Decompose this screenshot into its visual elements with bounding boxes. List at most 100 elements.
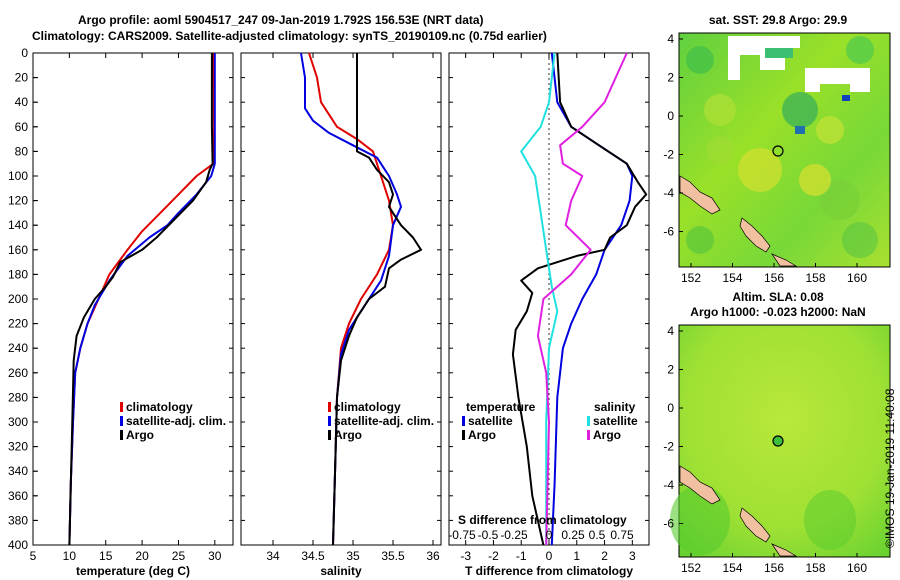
sst-cell (820, 180, 860, 220)
legend-label-climatology: climatology (334, 400, 401, 414)
sst-cell (816, 116, 844, 144)
land-solomons (771, 253, 798, 267)
x-tick-label: 35 (346, 549, 360, 563)
sst-cell (846, 36, 874, 64)
temperature-plot: 5 10 15 20 25 30 (30, 52, 233, 563)
legend-swatch-climatology (120, 402, 123, 412)
legend-swatch-satellite (328, 416, 331, 426)
series-line-satellite-adj-clim- (68, 53, 216, 546)
map-x-tick-label: 156 (764, 561, 784, 575)
temperature-panel (32, 52, 234, 546)
legend-label-argo: Argo (334, 428, 362, 442)
depth-tick-label: 20 (15, 71, 29, 85)
sst-cell (842, 95, 850, 101)
sla-map-subtitle: Argo h1000: -0.023 h2000: NaN (690, 305, 865, 319)
salinity-plot: 34 34.5 35 35.5 36 (241, 52, 441, 563)
x-tick-label: 2 (601, 549, 608, 563)
x-tick-label: 34 (266, 549, 280, 563)
series-line-argo (68, 53, 214, 546)
sla-map (670, 324, 891, 558)
legend-label-satellite: satellite-adj. clim. (126, 414, 226, 428)
sst-map-title: sat. SST: 29.8 Argo: 29.9 (709, 13, 848, 27)
legend-swatch-t-argo (462, 430, 465, 440)
x-tick-label: 3 (629, 549, 636, 563)
map-y-tick-label: -4 (663, 478, 674, 492)
sst-cell (706, 136, 734, 164)
depth-tick-label: 160 (8, 243, 28, 257)
legend-swatch-argo (328, 430, 331, 440)
legend-label-t-argo: Argo (468, 428, 496, 442)
sla-map-axis: 152 154 156 158 160 4 2 0 -2 -4 -6 (663, 324, 867, 575)
legend-label-climatology: climatology (126, 400, 193, 414)
depth-tick-label: 100 (8, 169, 28, 183)
footer-stamp: ©IMOS 19-Jan-2019 11:40:08 (883, 388, 897, 548)
map-y-tick-label: 0 (667, 401, 674, 415)
series-line-s-argo (536, 52, 628, 546)
sla-map-title: Altim. SLA: 0.08 (732, 290, 824, 304)
depth-tick-label: 180 (8, 267, 28, 281)
sst-cell (795, 126, 805, 134)
x-tick-label: 35.5 (381, 549, 405, 563)
legend-header-temperature: temperature (466, 400, 536, 414)
depth-tick-label: 120 (8, 194, 28, 208)
depth-tick-label: 260 (8, 366, 28, 380)
map-x-tick-label: 160 (847, 271, 867, 285)
s-tick-label: 0.25 (561, 528, 585, 542)
x-tick-label: 25 (172, 549, 186, 563)
legend-header-salinity: salinity (594, 400, 636, 414)
salinity-xlabel: salinity (320, 564, 362, 578)
x-tick-label: 34.5 (301, 549, 325, 563)
legend-label-s-satellite: satellite (593, 414, 638, 428)
depth-tick-label: 380 (8, 513, 28, 527)
map-y-tick-label: 2 (667, 363, 674, 377)
sst-map-axis: 152 154 156 158 160 4 2 0 -2 -4 -6 (663, 32, 867, 285)
sla-low-patch (804, 490, 856, 550)
x-tick-label: -1 (516, 549, 527, 563)
depth-tick-label: 360 (8, 489, 28, 503)
series-line-argo (332, 53, 422, 546)
x-tick-label: 5 (30, 549, 37, 563)
map-y-tick-label: -2 (663, 148, 674, 162)
land-new-ireland (679, 465, 721, 505)
land-new-ireland (679, 175, 721, 215)
argo-float-marker (772, 435, 784, 447)
sst-cell (686, 226, 714, 254)
land-bougainville (739, 507, 771, 543)
cloud-patch (765, 48, 793, 58)
legend-swatch-argo (120, 430, 123, 440)
depth-tick-label: 220 (8, 317, 28, 331)
map-x-tick-label: 158 (805, 271, 825, 285)
depth-tick-label: 300 (8, 415, 28, 429)
legend-label-t-satellite: satellite (468, 414, 513, 428)
x-tick-label: 10 (63, 549, 77, 563)
legend-swatch-satellite (120, 416, 123, 426)
salinity-legend: climatology satellite-adj. clim. Argo (328, 400, 434, 442)
sst-cell (842, 222, 878, 258)
map-x-tick-label: 160 (847, 561, 867, 575)
depth-tick-label: 240 (8, 341, 28, 355)
sst-cell (738, 148, 782, 192)
legend-label-argo: Argo (126, 428, 154, 442)
series-line-satellite-adj-clim- (300, 52, 402, 546)
depth-tick-label: 80 (15, 144, 29, 158)
sst-cell (704, 94, 736, 126)
map-x-tick-label: 152 (681, 561, 701, 575)
depth-axis: 0 20 40 60 80 100 120 140 160 180 200 220 240 260 280 3… (8, 46, 38, 552)
depth-tick-label: 40 (15, 95, 29, 109)
depth-tick-label: 280 (8, 390, 28, 404)
depth-tick-label: 340 (8, 464, 28, 478)
map-x-tick-label: 152 (681, 271, 701, 285)
s-difference-ticks: -0.75 -0.5 -0.25 0 0.25 0.5 0.75 (448, 528, 634, 542)
map-y-tick-label: -6 (663, 517, 674, 531)
s-tick-label: 0 (546, 528, 553, 542)
header-line1: Argo profile: aoml 5904517_247 09-Jan-20… (78, 13, 484, 27)
depth-tick-label: 200 (8, 292, 28, 306)
x-tick-label: 30 (208, 549, 222, 563)
legend-swatch-s-argo (587, 430, 590, 440)
sst-cell (799, 164, 831, 196)
map-x-tick-label: 154 (722, 561, 742, 575)
argo-float-marker (772, 145, 784, 157)
difference-plot: -3 -2 -1 0 1 2 3 (449, 52, 649, 563)
salinity-panel (240, 52, 442, 546)
s-tick-label: 0.5 (589, 528, 606, 542)
